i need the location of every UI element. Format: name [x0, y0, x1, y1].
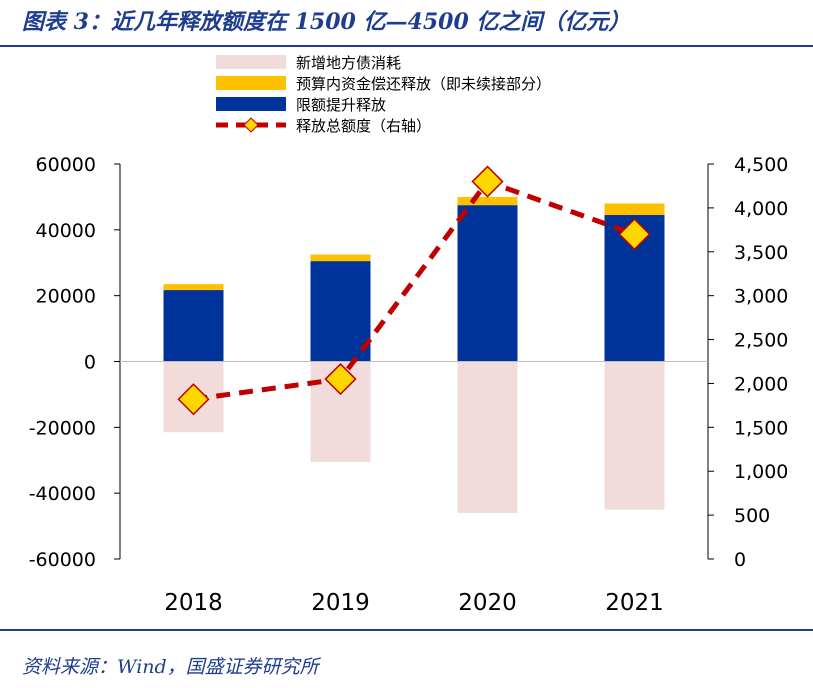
title-rule — [0, 45, 813, 47]
right-tick-label: 1,500 — [734, 417, 788, 439]
legend-label: 预算内资金偿还释放（即未续接部分） — [296, 75, 551, 93]
bar-limit-2019 — [310, 261, 371, 362]
left-tick-label: -60000 — [29, 549, 96, 571]
right-tick-label: 3,000 — [734, 286, 788, 308]
total-marker-2021 — [618, 218, 651, 251]
left-tick-label: 0 — [84, 352, 96, 374]
legend-label: 新增地方债消耗 — [296, 54, 401, 72]
category-label: 2021 — [605, 590, 664, 616]
right-tick-label: 0 — [734, 549, 746, 571]
source-note: 资料来源：Wind，国盛证券研究所 — [22, 656, 319, 678]
category-label: 2018 — [164, 590, 223, 616]
bar-budget-2019 — [310, 254, 371, 262]
bar-budget-2020 — [457, 196, 518, 206]
right-tick-label: 2,500 — [734, 330, 788, 352]
category-label: 2019 — [311, 590, 370, 616]
legend-label: 限额提升释放 — [296, 96, 386, 114]
bar-consumed-2020 — [457, 361, 518, 513]
right-tick-label: 4,500 — [734, 154, 788, 176]
footer-rule — [0, 629, 813, 631]
bar-limit-2020 — [457, 205, 518, 362]
right-tick-label: 1,000 — [734, 461, 788, 483]
left-tick-label: 60000 — [36, 154, 96, 176]
chart-title: 图表 3：近几年释放额度在 1500 亿—4500 亿之间（亿元） — [22, 9, 631, 35]
total-marker-2019 — [324, 362, 357, 396]
left-tick-label: 20000 — [36, 286, 96, 308]
left-tick-label: -40000 — [29, 483, 96, 505]
legend-swatch — [216, 55, 286, 69]
category-label: 2020 — [458, 590, 517, 616]
right-tick-label: 500 — [734, 505, 770, 527]
left-tick-label: -20000 — [29, 417, 96, 439]
total-marker-2020 — [471, 165, 504, 198]
total-line — [193, 178, 636, 402]
bar-limit-2018 — [163, 290, 224, 362]
right-tick-label: 3,500 — [734, 242, 788, 264]
bar-budget-2018 — [163, 284, 224, 291]
left-tick-label: 40000 — [36, 220, 96, 242]
bar-budget-2021 — [604, 203, 665, 216]
chart: 60000 40000 20000 0 -20000 -40000 -60000 4,500 4… — [29, 54, 789, 616]
bar-consumed-2021 — [604, 361, 665, 510]
legend-marker — [243, 117, 259, 133]
legend-swatch — [216, 97, 286, 111]
legend-swatch — [216, 76, 286, 90]
legend-label: 释放总额度（右轴） — [296, 117, 431, 135]
total-marker-2018 — [177, 383, 210, 416]
right-tick-label: 4,000 — [734, 198, 788, 220]
right-tick-label: 2,000 — [734, 373, 788, 395]
